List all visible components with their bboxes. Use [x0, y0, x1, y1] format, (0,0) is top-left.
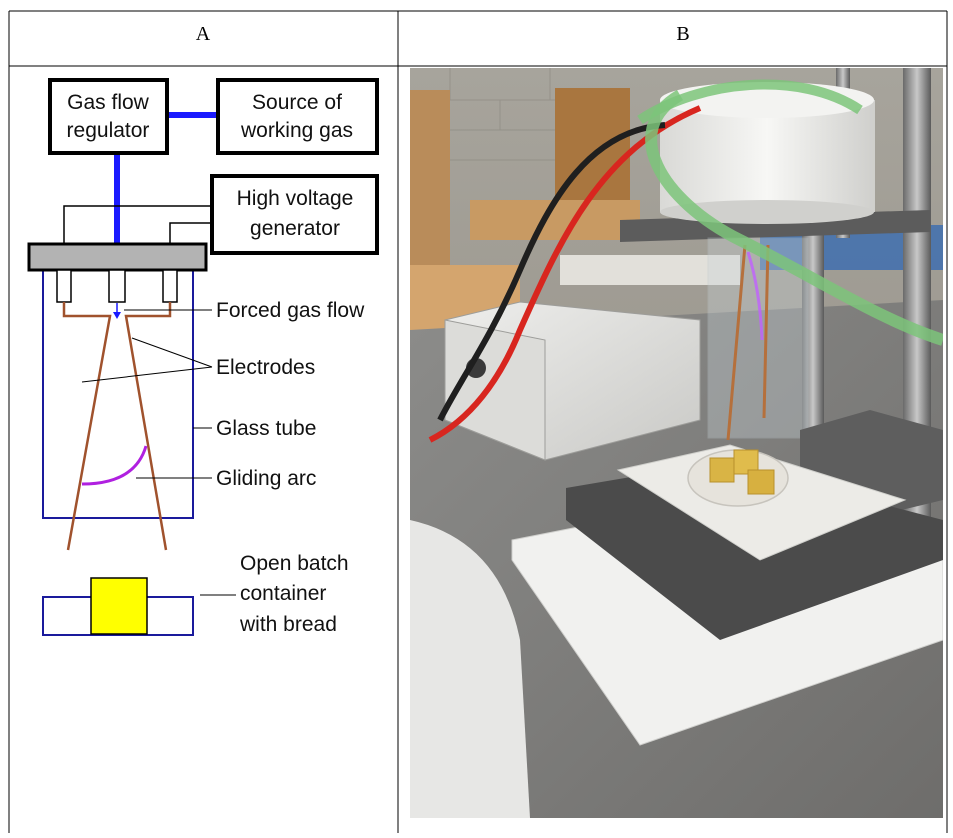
label-electrodes: Electrodes [216, 356, 315, 379]
source-of-working-gas-box [216, 78, 379, 155]
gas-flow-regulator-line2: regulator [67, 119, 150, 142]
hv-wire-left [63, 205, 212, 244]
photo-black-cable [437, 122, 666, 422]
leader-electrode-right [131, 337, 213, 368]
label-forced-gas-flow: Forced gas flow [216, 299, 365, 322]
high-voltage-generator-box [210, 174, 379, 255]
gliding-arc [81, 445, 148, 486]
label-container-line2: container [240, 582, 326, 605]
gas-flow-regulator-line1: Gas flow [67, 91, 150, 114]
reactor-head-plate [27, 242, 208, 272]
photo-red-cable [428, 105, 702, 443]
high-voltage-generator-line1: High voltage [237, 187, 354, 210]
photo-bread-3 [747, 469, 775, 495]
table-frame [8, 10, 948, 833]
holder-center [108, 269, 126, 303]
label-container-line1: Open batch [240, 552, 349, 575]
photo-white-object [410, 520, 530, 818]
photo-panel [410, 68, 943, 818]
hv-wire-right [169, 222, 212, 244]
bread-sample [90, 577, 148, 635]
label-gliding-arc: Gliding arc [216, 467, 316, 490]
high-voltage-generator-line2: generator [250, 217, 340, 240]
header-a: A [196, 23, 211, 45]
electrode-right [124, 302, 172, 551]
header-b: B [676, 23, 689, 45]
schematic-panel: Gas flow regulator Source of working gas… [27, 78, 379, 636]
photo-bread-1 [709, 457, 735, 483]
photo-green-tube [645, 89, 943, 346]
holder-right [162, 269, 178, 303]
source-of-working-gas-line1: Source of [252, 91, 342, 114]
gas-flow-arrow-head [113, 312, 121, 319]
electrode-left [62, 302, 112, 551]
label-glass-tube: Glass tube [216, 417, 316, 440]
gas-flow-regulator-box [48, 78, 169, 155]
label-container-line3: with bread [239, 613, 337, 636]
leader-electrode-left [81, 366, 213, 383]
holder-left [56, 269, 72, 303]
photo-reactor-head [660, 100, 875, 212]
source-of-working-gas-line2: working gas [240, 119, 353, 142]
